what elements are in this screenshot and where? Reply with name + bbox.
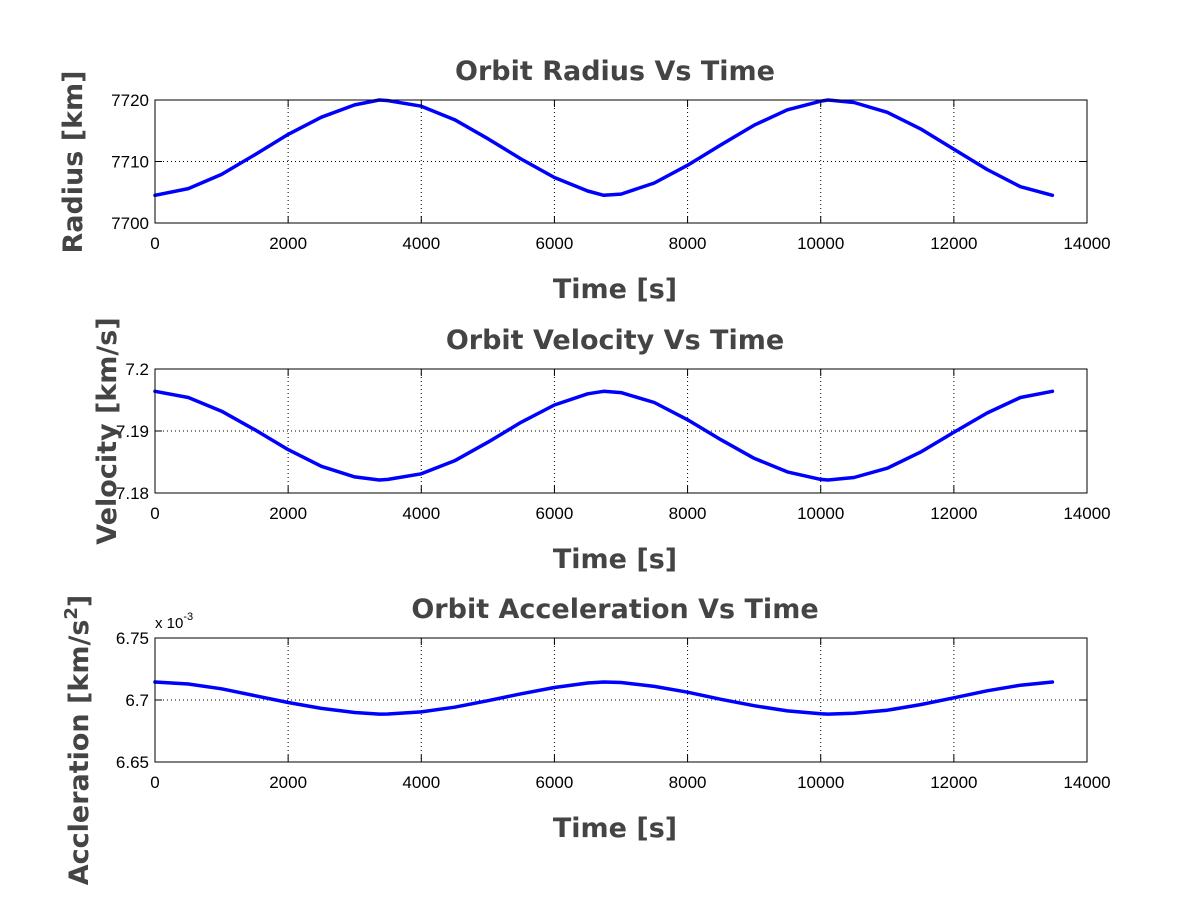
velocity-xtick-label: 12000 bbox=[930, 504, 977, 523]
radius-grid bbox=[155, 100, 1087, 223]
velocity-subplot: Orbit Velocity Vs Time 0 2000 4000 6000 8000… bbox=[92, 317, 1111, 575]
acceleration-ytick-label: 6.65 bbox=[116, 753, 149, 772]
multiplier-base: x 10 bbox=[155, 615, 183, 632]
acceleration-y-multiplier: x 10-3 bbox=[155, 611, 193, 632]
acceleration-y-axis-label: Accleration [km/s2] bbox=[61, 595, 95, 886]
acceleration-y-label-suffix: ] bbox=[64, 595, 95, 607]
radius-ytick-label: 7720 bbox=[111, 91, 149, 110]
acceleration-y-label-superscript: 2 bbox=[61, 607, 82, 620]
acceleration-y-label-main: Accleration [km/s bbox=[64, 620, 95, 886]
multiplier-exponent: -3 bbox=[183, 611, 193, 623]
acceleration-ytick-label: 6.75 bbox=[116, 629, 149, 648]
radius-xtick-label: 10000 bbox=[797, 234, 844, 253]
acceleration-xtick-label: 12000 bbox=[930, 773, 977, 792]
radius-xtick-label: 2000 bbox=[269, 234, 307, 253]
radius-ytick-label: 7700 bbox=[111, 214, 149, 233]
radius-xtick-label: 6000 bbox=[536, 234, 574, 253]
velocity-plot-title: Orbit Velocity Vs Time bbox=[446, 325, 784, 356]
velocity-ytick-label: 7.18 bbox=[116, 484, 149, 503]
acceleration-series-layer bbox=[153, 680, 1055, 716]
velocity-ytick-label: 7.19 bbox=[116, 422, 149, 441]
radius-plot-title: Orbit Radius Vs Time bbox=[455, 56, 775, 87]
velocity-ytick-label: 7.2 bbox=[125, 360, 149, 379]
velocity-xtick-label: 10000 bbox=[797, 504, 844, 523]
acceleration-ytick-label: 6.7 bbox=[125, 691, 149, 710]
velocity-xtick-label: 0 bbox=[150, 504, 159, 523]
radius-x-axis-label: Time [s] bbox=[553, 274, 677, 305]
radius-series-line bbox=[153, 98, 1055, 198]
radius-xtick-label: 14000 bbox=[1063, 234, 1110, 253]
acceleration-xtick-label: 14000 bbox=[1063, 773, 1110, 792]
acceleration-grid bbox=[155, 638, 1087, 762]
acceleration-xtick-label: 6000 bbox=[536, 773, 574, 792]
velocity-xtick-label: 14000 bbox=[1063, 504, 1110, 523]
velocity-y-axis-label: Velocity [km/s] bbox=[92, 317, 123, 544]
acceleration-xtick-label: 2000 bbox=[269, 773, 307, 792]
acceleration-xtick-label: 4000 bbox=[402, 773, 440, 792]
acceleration-series-line bbox=[153, 680, 1055, 716]
acceleration-plot-title: Orbit Acceleration Vs Time bbox=[411, 594, 818, 625]
radius-series-layer bbox=[153, 98, 1055, 198]
radius-ytick-label: 7710 bbox=[111, 153, 149, 172]
velocity-xtick-label: 4000 bbox=[402, 504, 440, 523]
radius-xtick-label: 4000 bbox=[402, 234, 440, 253]
acceleration-x-axis-label: Time [s] bbox=[553, 813, 677, 844]
radius-y-axis-label: Radius [km] bbox=[58, 70, 89, 253]
acceleration-subplot: Orbit Acceleration Vs Time 0 2000 4000 6000… bbox=[61, 594, 1111, 885]
velocity-series-line bbox=[153, 389, 1055, 482]
radius-xtick-label: 8000 bbox=[669, 234, 707, 253]
radius-xtick-label: 12000 bbox=[930, 234, 977, 253]
radius-subplot: Orbit Radius Vs Time 0 2000 4000 6000 8000 10… bbox=[58, 56, 1111, 305]
velocity-series-layer bbox=[153, 389, 1055, 482]
acceleration-xtick-label: 0 bbox=[150, 773, 159, 792]
acceleration-xtick-label: 8000 bbox=[669, 773, 707, 792]
radius-xtick-label: 0 bbox=[150, 234, 159, 253]
radius-ticks: 0 2000 4000 6000 8000 10000 12000 14000 7700 7710… bbox=[111, 91, 1110, 253]
acceleration-xtick-label: 10000 bbox=[797, 773, 844, 792]
velocity-x-axis-label: Time [s] bbox=[553, 544, 677, 575]
acceleration-ticks: 0 2000 4000 6000 8000 10000 12000 14000 6.65 6.7 6… bbox=[116, 629, 1111, 792]
velocity-grid bbox=[155, 369, 1087, 493]
velocity-xtick-label: 8000 bbox=[669, 504, 707, 523]
velocity-xtick-label: 6000 bbox=[536, 504, 574, 523]
velocity-ticks: 0 2000 4000 6000 8000 10000 12000 14000 7.18 7.19… bbox=[116, 360, 1111, 523]
velocity-xtick-label: 2000 bbox=[269, 504, 307, 523]
